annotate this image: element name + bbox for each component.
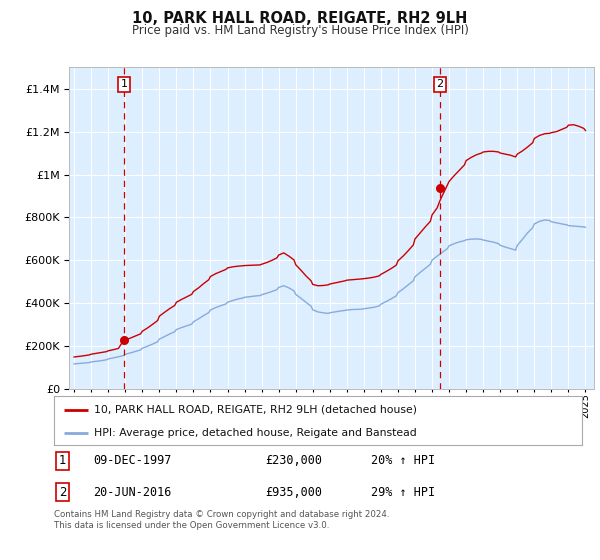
Text: £230,000: £230,000 — [265, 454, 322, 468]
Text: 10, PARK HALL ROAD, REIGATE, RH2 9LH (detached house): 10, PARK HALL ROAD, REIGATE, RH2 9LH (de… — [94, 405, 416, 415]
Text: 09-DEC-1997: 09-DEC-1997 — [94, 454, 172, 468]
Text: 10, PARK HALL ROAD, REIGATE, RH2 9LH: 10, PARK HALL ROAD, REIGATE, RH2 9LH — [133, 11, 467, 26]
Text: Price paid vs. HM Land Registry's House Price Index (HPI): Price paid vs. HM Land Registry's House … — [131, 24, 469, 36]
Text: 20% ↑ HPI: 20% ↑ HPI — [371, 454, 435, 468]
Text: HPI: Average price, detached house, Reigate and Banstead: HPI: Average price, detached house, Reig… — [94, 428, 416, 438]
Text: 20-JUN-2016: 20-JUN-2016 — [94, 486, 172, 498]
Text: 2: 2 — [59, 486, 66, 498]
Text: 2: 2 — [436, 80, 443, 90]
Text: 29% ↑ HPI: 29% ↑ HPI — [371, 486, 435, 498]
Text: 1: 1 — [59, 454, 66, 468]
Text: £935,000: £935,000 — [265, 486, 322, 498]
Text: Contains HM Land Registry data © Crown copyright and database right 2024.
This d: Contains HM Land Registry data © Crown c… — [54, 510, 389, 530]
Text: 1: 1 — [121, 80, 127, 90]
